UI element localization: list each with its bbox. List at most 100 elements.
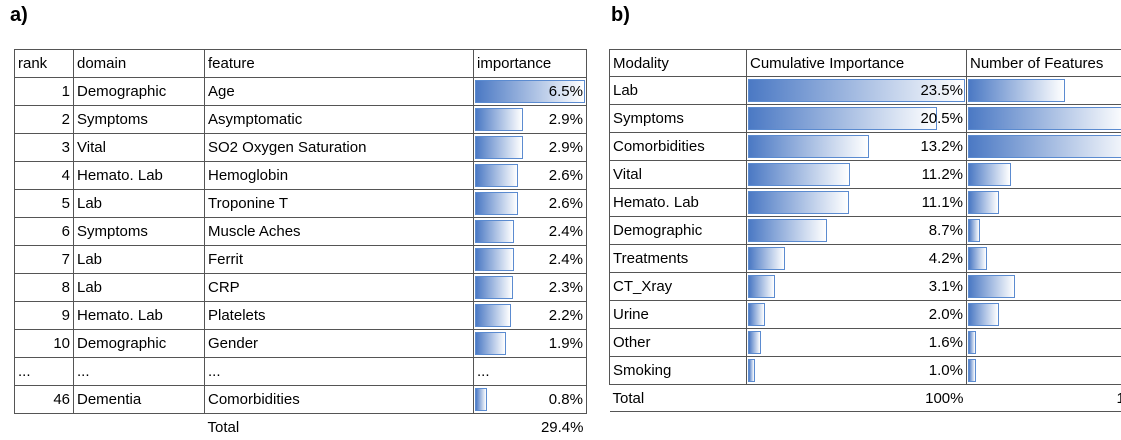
total-row: Total 29.4% <box>15 413 587 440</box>
cell-text: 10 <box>53 335 70 352</box>
cell: 20.5% <box>746 104 967 133</box>
panel-label: b) <box>611 4 630 26</box>
cell: 13.2% <box>746 132 967 161</box>
cell-text: Cumulative Importance <box>750 54 905 72</box>
modality-table: Modality Cumulative Importance Number of F… <box>609 49 1121 412</box>
cell: 25 <box>966 76 1121 105</box>
cell-text: Dementia <box>77 391 142 408</box>
data-bar <box>968 163 1011 186</box>
cell: Vital <box>609 160 747 189</box>
cell-text: 1 <box>61 83 70 100</box>
row: Other 1.6%2 <box>609 328 1121 357</box>
data-bar <box>475 220 515 243</box>
data-bar <box>475 108 523 131</box>
cell: Age <box>204 77 474 106</box>
cell-text: Ferrit <box>208 251 243 268</box>
cell-text: CT_Xray <box>613 278 673 295</box>
cell-text: 6.5% <box>548 83 583 100</box>
row: Treatments 4.2%5 <box>609 244 1121 273</box>
cell: 2 <box>966 356 1121 385</box>
cell: Number of Features <box>966 49 1121 77</box>
cell-text: 2.6% <box>548 195 583 212</box>
data-bar <box>968 219 980 242</box>
row: Urine 2.0%8 <box>609 300 1121 329</box>
cell: 2.9% <box>473 105 587 134</box>
cell-text: 2.4% <box>548 223 583 240</box>
cell: CT_Xray <box>609 272 747 301</box>
cell: Dementia <box>73 385 205 414</box>
cell: Vital <box>73 133 205 162</box>
cell-text: ... <box>208 363 221 380</box>
cell: Urine <box>609 300 747 329</box>
cell <box>74 414 205 440</box>
data-bar <box>475 164 518 187</box>
cell-text: Platelets <box>208 307 266 324</box>
cell-text: 0.8% <box>548 391 583 408</box>
cell: 11.1% <box>746 188 967 217</box>
cell: Hemato. Lab <box>73 301 205 330</box>
data-bar <box>968 303 1000 326</box>
data-bar <box>968 275 1015 298</box>
row: 4 Hemato. Lab Hemoglobin 2.6% <box>14 161 587 190</box>
cell: ... <box>73 357 205 386</box>
cell-text: 9 <box>61 307 70 324</box>
cell-text: Total <box>612 389 645 407</box>
cell: 2.2% <box>473 301 587 330</box>
row: 2 Symptoms Asymptomatic 2.9% <box>14 105 587 134</box>
row: 1 Demographic Age 6.5% <box>14 77 587 106</box>
cell: ... <box>204 357 474 386</box>
cell-text: 1.0% <box>928 362 963 379</box>
cell-text: 2.9% <box>548 111 583 128</box>
header-row: Modality Cumulative Importance Number of F… <box>609 49 1121 77</box>
row: Vital 11.2%11 <box>609 160 1121 189</box>
data-bar <box>748 359 756 382</box>
data-bar <box>475 136 523 159</box>
cell-text: 3 <box>61 139 70 156</box>
cell-text: Gender <box>208 335 259 352</box>
cell: rank <box>14 49 74 78</box>
cell-text: Symptoms <box>77 111 148 128</box>
cell-text: Treatments <box>613 250 689 267</box>
cell: 41 <box>966 104 1121 133</box>
cell: 3.1% <box>746 272 967 301</box>
cell: Platelets <box>204 301 474 330</box>
cell: 2.4% <box>473 245 587 274</box>
data-bar <box>748 275 775 298</box>
cell-text: importance <box>477 55 552 72</box>
row: Demographic 8.7%3 <box>609 216 1121 245</box>
cell-text: Number of Features <box>970 54 1104 72</box>
cell-text: 8.7% <box>928 222 963 239</box>
cell-text: 29.4% <box>540 418 584 436</box>
cell-text: Troponine T <box>208 195 289 212</box>
cell: Smoking <box>609 356 747 385</box>
cell: Muscle Aches <box>204 217 474 246</box>
data-bar <box>748 331 761 354</box>
cell: 1 <box>14 77 74 106</box>
importance-table: rank domain feature importance 1 Demographic A… <box>14 49 587 440</box>
cell: SO2 Oxygen Saturation <box>204 133 474 162</box>
row: CT_Xray 3.1%12 <box>609 272 1121 301</box>
cell: Ferrit <box>204 245 474 274</box>
cell-text: 5 <box>61 195 70 212</box>
cell: Lab <box>609 76 747 105</box>
cell-text: Total <box>207 418 240 436</box>
cell-text: ... <box>77 363 90 380</box>
cell: Symptoms <box>609 104 747 133</box>
row: 3 Vital SO2 Oxygen Saturation 2.9% <box>14 133 587 162</box>
cell: feature <box>204 49 474 78</box>
row: ............ <box>14 357 587 386</box>
cell-text: 23.5% <box>920 82 963 99</box>
cell-text: Symptoms <box>77 223 148 240</box>
cell-text: 11.2% <box>921 166 963 183</box>
cell-text: 8 <box>61 279 70 296</box>
cell-text: 160 <box>1116 390 1121 407</box>
cell <box>15 414 74 440</box>
cell: 8 <box>966 188 1121 217</box>
cell: 2 <box>966 328 1121 357</box>
cell: domain <box>73 49 205 78</box>
cell: 0.8% <box>473 385 587 414</box>
cell: 8.7% <box>746 216 967 245</box>
cell: Asymptomatic <box>204 105 474 134</box>
cell: Other <box>609 328 747 357</box>
cell: Demographic <box>73 77 205 106</box>
